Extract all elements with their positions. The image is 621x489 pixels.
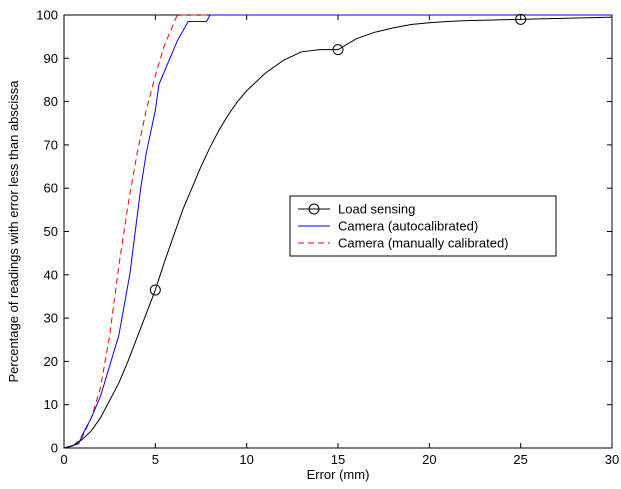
- series-line-camera-autocalibrated: [63, 14, 612, 449]
- y-tick-label: 0: [51, 441, 58, 456]
- y-tick-label: 80: [44, 94, 58, 109]
- data-point-marker: [149, 284, 161, 296]
- x-axis-label: Error (mm): [307, 467, 370, 482]
- y-tick-label: 20: [44, 354, 58, 369]
- legend-box: [289, 195, 557, 257]
- axis-ticks: 0 5 10 15 20 25 30 0 10 20 30 40 50 60 70 80 90 100: [36, 8, 619, 468]
- x-tick-label: 15: [331, 452, 345, 467]
- series-line-load-sensing: [63, 16, 613, 449]
- y-axis-label: Percentage of readings with error less t…: [6, 80, 21, 383]
- y-tick-label: 90: [44, 51, 58, 66]
- data-point-marker: [515, 13, 527, 25]
- legend-entry-camera-manually-calibrated: Camera (manually calibrated): [338, 236, 509, 251]
- y-tick-label: 10: [44, 397, 58, 412]
- x-tick-label: 5: [152, 452, 159, 467]
- y-tick-label: 40: [44, 267, 58, 282]
- series-layer: [63, 13, 613, 449]
- x-tick-label: 0: [60, 452, 67, 467]
- y-tick-label: 50: [44, 224, 58, 239]
- legend-marker-load-sensing: [308, 203, 320, 215]
- y-tick-label: 100: [36, 8, 58, 23]
- legend-entry-load-sensing: Load sensing: [338, 202, 415, 217]
- series-line-camera-manually-calibrated: [63, 14, 612, 449]
- y-tick-label: 30: [44, 311, 58, 326]
- x-tick-label: 25: [513, 452, 527, 467]
- x-tick-label: 20: [422, 452, 436, 467]
- x-tick-label: 30: [605, 452, 619, 467]
- y-tick-label: 60: [44, 181, 58, 196]
- legend: Load sensing Camera (autocalibrated) Cam…: [289, 195, 557, 257]
- legend-entry-camera-autocalibrated: Camera (autocalibrated): [338, 219, 478, 234]
- y-tick-label: 70: [44, 137, 58, 152]
- data-point-marker: [332, 44, 344, 56]
- x-tick-label: 10: [239, 452, 253, 467]
